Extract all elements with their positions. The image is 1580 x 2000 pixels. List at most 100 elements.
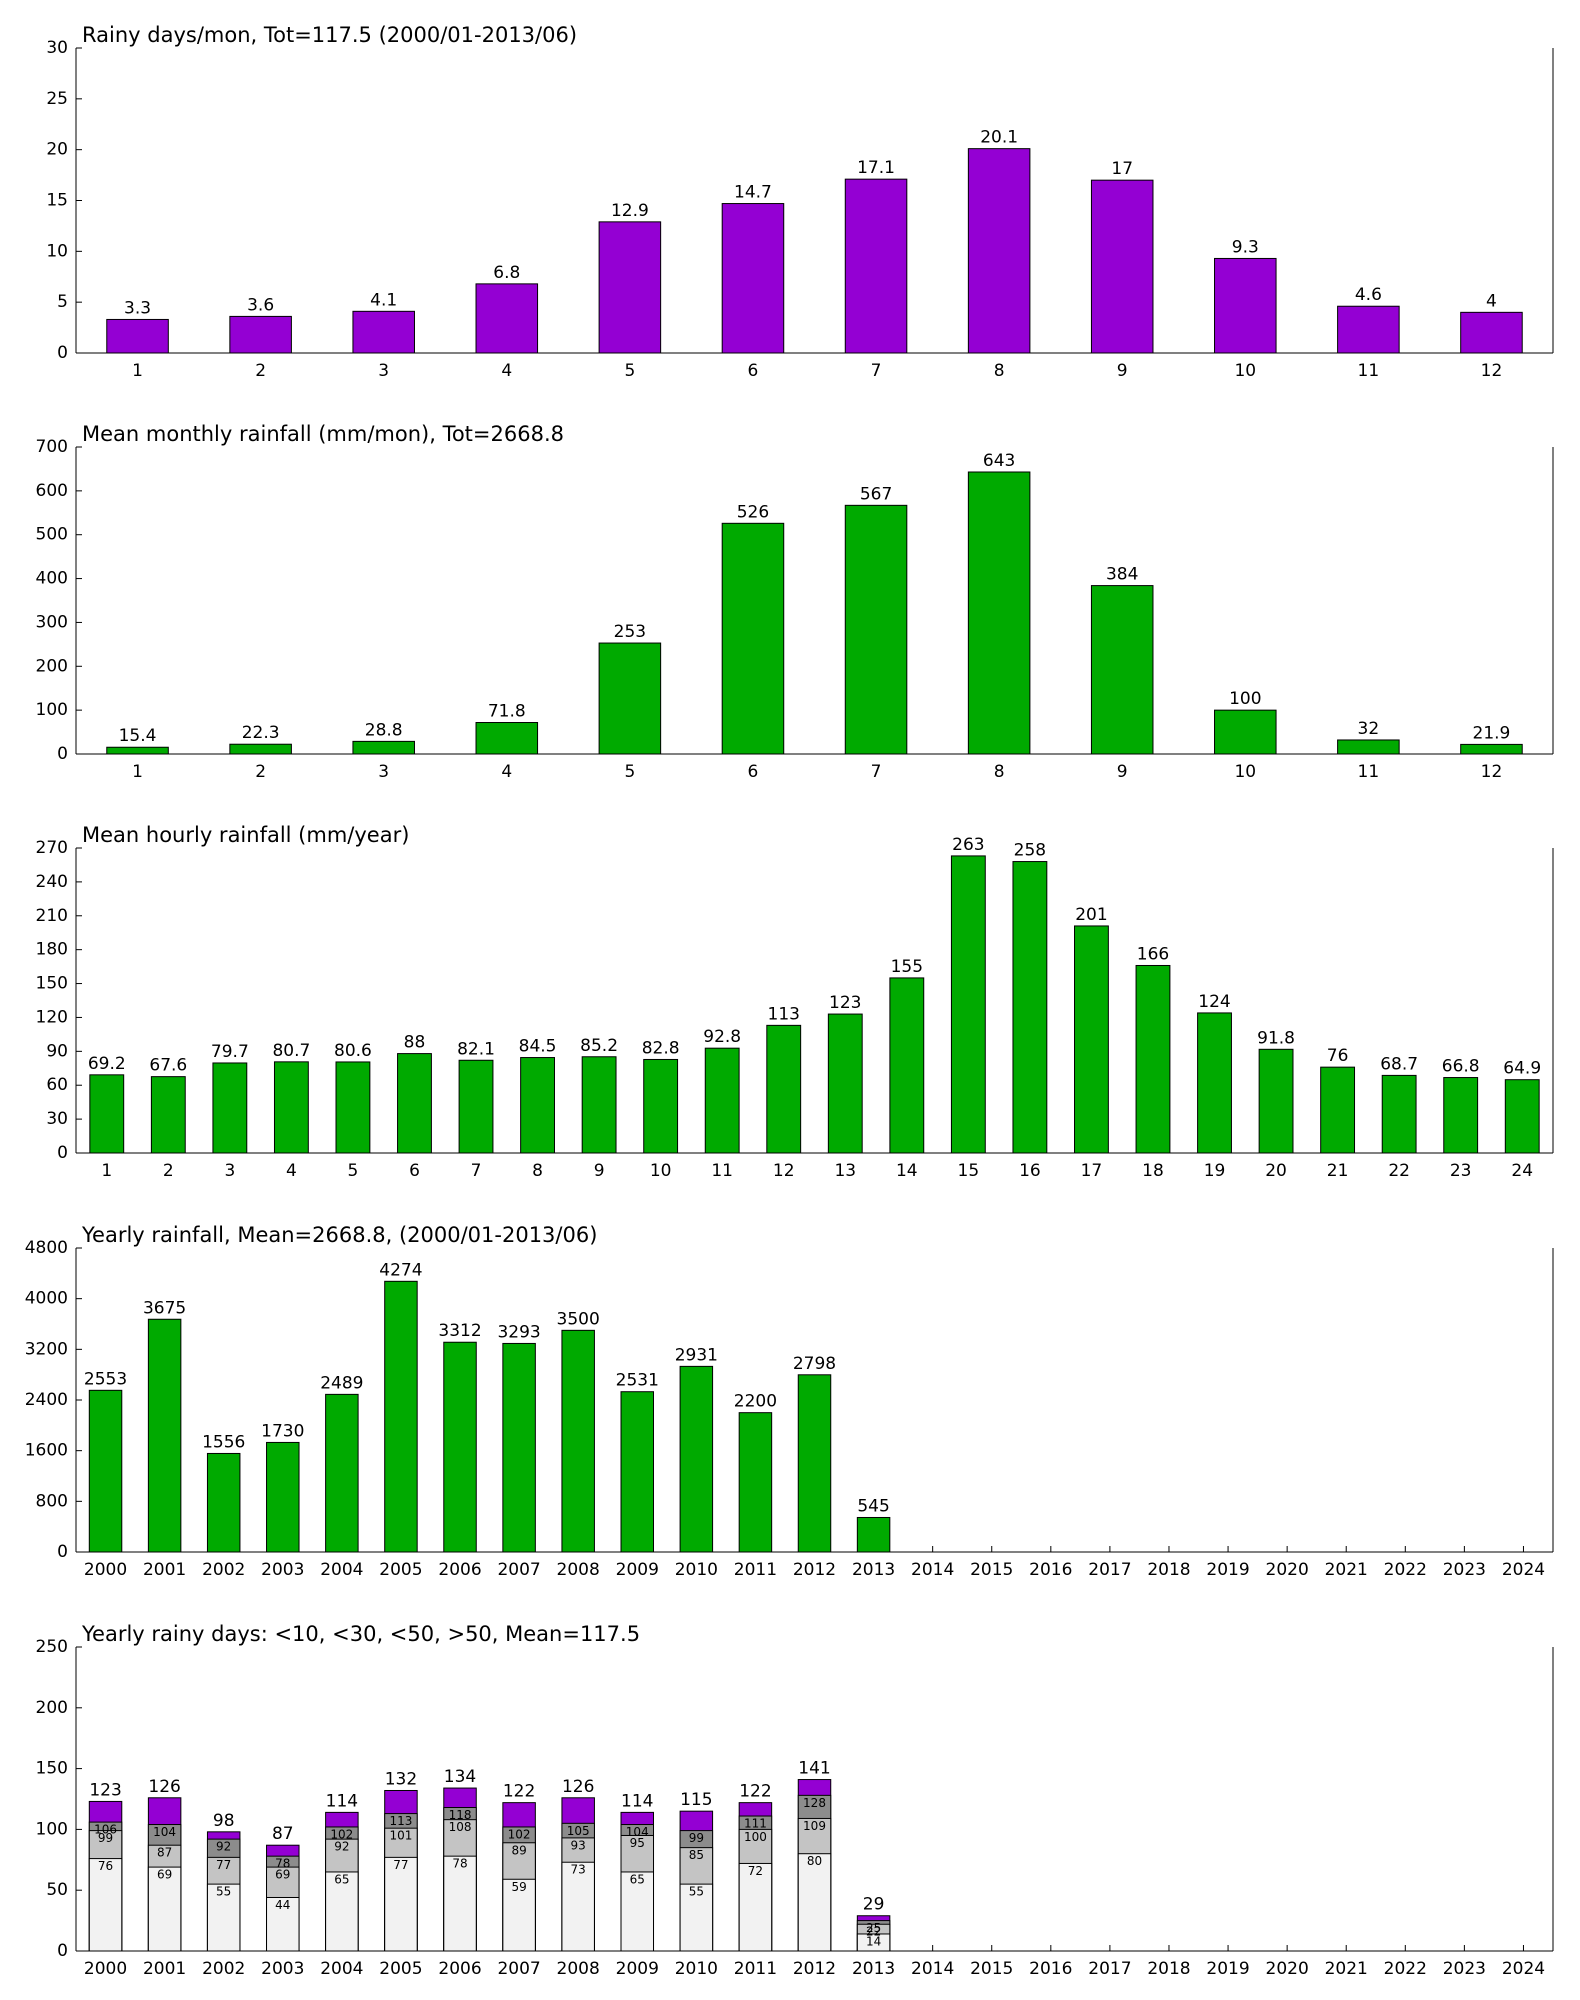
value-label: 17.1 <box>857 158 895 178</box>
x-tick-label: 2023 <box>1443 1560 1486 1580</box>
value-label: 80.7 <box>272 1041 310 1061</box>
y-tick-label: 0 <box>57 343 68 363</box>
y-tick-label: 5 <box>57 292 68 312</box>
bar <box>229 315 292 354</box>
value-label: 99 <box>689 1831 704 1845</box>
bar <box>620 1871 655 1952</box>
value-label: 69 <box>157 1868 172 1882</box>
bar <box>1090 585 1154 755</box>
value-label: 98 <box>213 1811 235 1831</box>
value-label: 384 <box>1106 565 1138 585</box>
value-label: 84.5 <box>519 1037 557 1057</box>
bar <box>106 746 169 755</box>
y-tick-label: 2400 <box>25 1390 68 1410</box>
x-tick-label: 2019 <box>1206 1959 1249 1979</box>
bar <box>212 1062 248 1154</box>
value-label: 3675 <box>143 1298 186 1318</box>
y-tick-label: 0 <box>57 744 68 764</box>
bar <box>147 1866 182 1952</box>
value-label: 3.3 <box>124 298 151 318</box>
value-label: 6.8 <box>493 263 520 283</box>
x-tick-label: 8 <box>994 361 1005 381</box>
y-tick-label: 150 <box>36 974 68 994</box>
x-tick-label: 15 <box>958 1161 980 1181</box>
value-label: 71.8 <box>488 702 526 722</box>
y-tick-label: 180 <box>36 940 68 960</box>
value-label: 77 <box>216 1858 231 1872</box>
x-tick-label: 2020 <box>1266 1560 1309 1580</box>
x-tick-label: 18 <box>1142 1161 1164 1181</box>
y-tick-label: 0 <box>57 1143 68 1163</box>
value-label: 113 <box>389 1814 412 1828</box>
x-tick-label: 2015 <box>970 1959 1013 1979</box>
x-tick-label: 1 <box>132 762 143 782</box>
value-label: 109 <box>803 1819 826 1833</box>
x-tick-label: 2004 <box>320 1560 363 1580</box>
y-tick-label: 250 <box>36 1637 68 1657</box>
bar <box>147 1318 182 1553</box>
value-label: 99 <box>98 1831 113 1845</box>
bar <box>844 504 908 755</box>
x-tick-label: 2001 <box>143 1959 186 1979</box>
x-tick-label: 5 <box>348 1161 359 1181</box>
chart-title: Yearly rainfall, Mean=2668.8, (2000/01-2… <box>81 1223 597 1247</box>
value-label: 25 <box>866 1921 881 1935</box>
x-tick-label: 2007 <box>497 1959 540 1979</box>
value-label: 21.9 <box>1473 723 1511 743</box>
value-label: 128 <box>803 1796 826 1810</box>
bar <box>1320 1066 1356 1154</box>
bar <box>443 1341 477 1553</box>
x-tick-label: 2011 <box>734 1959 777 1979</box>
y-tick-label: 20 <box>46 140 68 160</box>
bar <box>273 1061 309 1154</box>
bar <box>950 855 986 1154</box>
value-label: 2489 <box>320 1373 363 1393</box>
x-tick-label: 8 <box>532 1161 543 1181</box>
y-tick-label: 4000 <box>25 1289 68 1309</box>
value-label: 108 <box>449 1820 472 1834</box>
value-label: 20.1 <box>980 128 1018 148</box>
bar <box>1460 743 1523 755</box>
value-label: 76 <box>1327 1046 1349 1066</box>
y-tick-label: 200 <box>36 656 68 676</box>
x-tick-label: 2 <box>255 361 266 381</box>
value-label: 89 <box>511 1843 526 1857</box>
x-tick-label: 10 <box>650 1161 672 1181</box>
value-label: 643 <box>983 451 1015 471</box>
y-tick-label: 150 <box>36 1759 68 1779</box>
value-label: 526 <box>737 502 769 522</box>
x-tick-label: 2009 <box>616 1560 659 1580</box>
bar <box>1460 311 1523 354</box>
value-label: 101 <box>389 1829 412 1843</box>
y-tick-label: 100 <box>36 1819 68 1839</box>
bar <box>721 522 785 755</box>
x-tick-label: 6 <box>748 361 759 381</box>
value-label: 123 <box>89 1780 121 1800</box>
value-label: 155 <box>891 957 923 977</box>
value-label: 122 <box>739 1782 771 1802</box>
x-tick-label: 2010 <box>675 1959 718 1979</box>
bar <box>475 722 539 755</box>
bar <box>397 1053 432 1154</box>
value-label: 102 <box>330 1827 353 1841</box>
x-tick-label: 1 <box>132 361 143 381</box>
x-tick-label: 9 <box>594 1161 605 1181</box>
value-label: 100 <box>1229 689 1261 709</box>
y-tick-label: 10 <box>46 241 68 261</box>
x-tick-label: 2014 <box>911 1959 954 1979</box>
bar <box>581 1056 617 1154</box>
value-label: 85.2 <box>580 1036 618 1056</box>
value-label: 545 <box>857 1496 889 1516</box>
bar <box>797 1374 832 1553</box>
bar <box>458 1059 494 1154</box>
x-tick-label: 2024 <box>1502 1959 1545 1979</box>
x-tick-label: 2019 <box>1206 1560 1249 1580</box>
x-tick-label: 2008 <box>557 1560 600 1580</box>
bar <box>1337 739 1400 755</box>
value-label: 68.7 <box>1380 1054 1418 1074</box>
value-label: 3500 <box>557 1309 600 1329</box>
bar <box>384 1280 418 1553</box>
x-tick-label: 16 <box>1019 1161 1041 1181</box>
bar <box>561 1329 595 1553</box>
x-tick-label: 9 <box>1117 762 1128 782</box>
